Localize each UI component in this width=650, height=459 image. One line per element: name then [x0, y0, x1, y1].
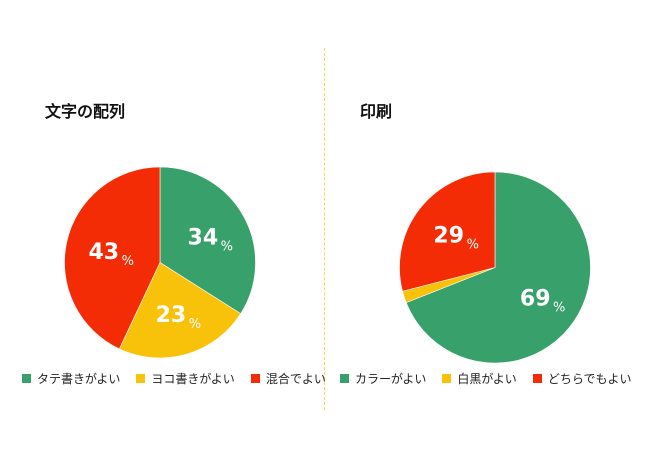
legend-swatch-color	[340, 374, 349, 383]
legend-swatch-horizontal	[136, 374, 146, 383]
legend-label-monochrome: 白黒がよい	[457, 372, 517, 386]
legend-text-layout: タテ書きがよい ヨコ書きがよい 混合でよい	[22, 370, 326, 387]
legend-label-color: カラーがよい	[355, 372, 427, 386]
pie-slice-0-0	[159, 166, 256, 315]
legend-label-vertical: タテ書きがよい	[37, 372, 121, 386]
pie-slice-0-1	[118, 262, 242, 359]
legend-item-color: カラーがよい	[340, 370, 426, 387]
legend-item-vertical: タテ書きがよい	[22, 370, 120, 387]
chart-title-printing: 印刷	[360, 102, 393, 121]
pie-unit-label-0-1: %	[189, 317, 201, 332]
legend-label-horizontal: ヨコ書きがよい	[151, 372, 235, 386]
pie-unit-label-1-0: %	[553, 301, 565, 316]
pie-value-label-1-0: 69	[520, 287, 551, 312]
legend-item-monochrome: 白黒がよい	[442, 370, 517, 387]
chart-title-text-layout: 文字の配列	[45, 102, 126, 121]
legend-label-mixed: 混合でよい	[265, 372, 326, 386]
pie-slice-1-2	[399, 171, 496, 292]
legend-item-mixed: 混合でよい	[250, 370, 326, 387]
legend-item-horizontal: ヨコ書きがよい	[136, 370, 235, 387]
legend-swatch-monochrome	[442, 374, 452, 383]
pie-value-label-0-1: 23	[156, 303, 187, 328]
pie-unit-label-0-2: %	[122, 254, 134, 269]
pie-slice-1-0	[405, 171, 591, 364]
legend-swatch-either	[532, 374, 542, 383]
legend-label-either: どちらでもよい	[547, 372, 632, 386]
pie-unit-label-1-2: %	[467, 238, 479, 253]
pie-value-label-1-2: 29	[433, 224, 464, 249]
pie-unit-label-0-0: %	[221, 240, 233, 255]
legend-swatch-vertical	[22, 374, 31, 383]
legend-item-either: どちらでもよい	[532, 370, 632, 387]
pie-slice-0-2	[64, 166, 161, 350]
pie-value-label-0-0: 34	[188, 226, 219, 251]
pie-chart-text-layout: 34 %23 %43%	[64, 166, 256, 359]
panel-divider	[324, 48, 325, 410]
legend-printing: カラーがよい 白黒がよい どちらでもよい	[340, 370, 631, 387]
legend-swatch-mixed	[250, 374, 260, 383]
pie-value-label-0-2: 43	[88, 240, 119, 265]
pie-chart-printing: 69 %29%	[399, 171, 591, 364]
